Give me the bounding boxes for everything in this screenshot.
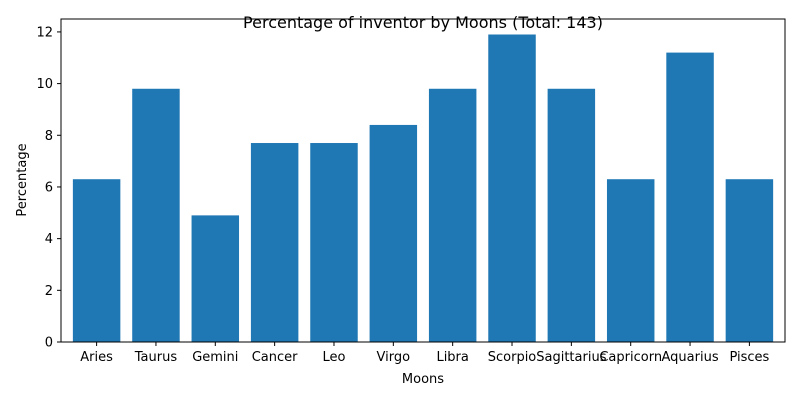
y-tick-label: 0 — [45, 336, 53, 351]
y-tick-label: 10 — [36, 77, 53, 92]
x-tick-label: Virgo — [377, 350, 411, 365]
plot-frame — [60, 18, 786, 343]
bar-cancer — [250, 143, 299, 342]
bar-leo — [310, 143, 358, 342]
y-axis-title: Percentage — [15, 143, 30, 216]
x-tick-label: Aries — [80, 350, 113, 365]
chart-title: Percentage of inventor by Moons (Total: … — [243, 13, 603, 32]
bar-capricorn — [606, 179, 655, 342]
x-tick-label: Sagittarius — [536, 350, 606, 365]
x-tick-label: Capricorn — [599, 350, 662, 365]
x-tick-label: Cancer — [252, 350, 298, 365]
x-tick-label: Libra — [436, 350, 468, 365]
bar-libra — [428, 88, 477, 343]
bar-aries — [72, 179, 121, 342]
x-tick-label: Aquarius — [662, 350, 719, 365]
x-axis-title: Moons — [402, 372, 444, 387]
x-axis-ticks: Aries Taurus Gemini Cancer Leo Virgo Libra Scor… — [80, 342, 770, 365]
y-axis-ticks: 0 2 4 6 8 10 12 — [36, 25, 61, 351]
bar-pisces — [725, 179, 774, 342]
y-tick-label: 6 — [45, 180, 53, 195]
bars-layer — [72, 34, 774, 343]
bar-gemini — [191, 215, 240, 342]
x-tick-label: Gemini — [192, 350, 238, 365]
bar-virgo — [369, 124, 418, 342]
y-tick-label: 8 — [45, 129, 53, 144]
y-tick-label: 4 — [45, 232, 53, 247]
y-tick-label: 12 — [36, 25, 53, 40]
y-tick-label: 2 — [45, 284, 53, 299]
x-tick-label: Taurus — [134, 350, 178, 365]
bar-sagittarius — [547, 88, 596, 343]
bar-taurus — [132, 88, 180, 343]
x-tick-label: Leo — [322, 350, 345, 365]
x-tick-label: Pisces — [729, 350, 769, 365]
bar-aquarius — [666, 52, 714, 343]
x-tick-label: Scorpio — [488, 350, 537, 365]
bar-scorpio — [488, 34, 536, 342]
